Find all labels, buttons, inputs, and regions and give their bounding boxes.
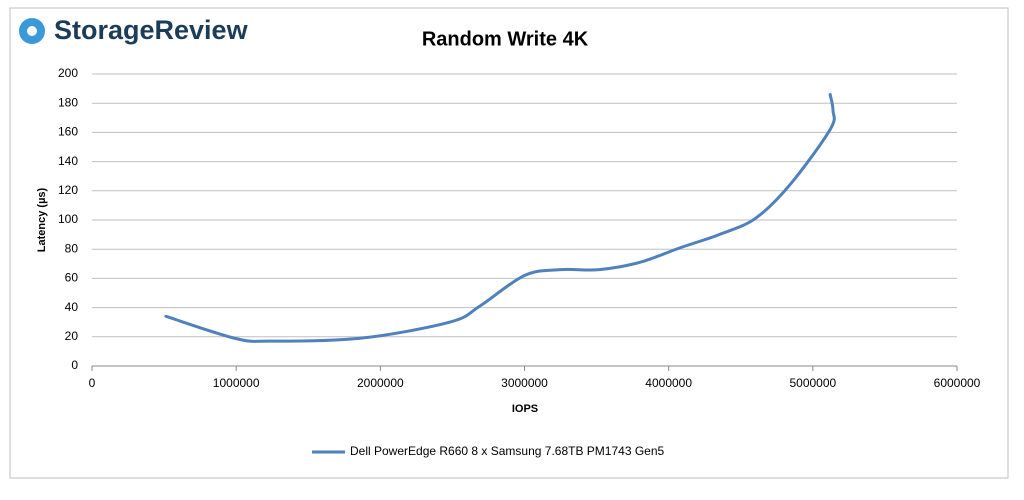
y-tick-label: 80	[65, 241, 79, 255]
y-tick-label: 60	[65, 271, 79, 285]
y-tick-label: 120	[58, 183, 78, 197]
series-line	[164, 92, 836, 343]
y-tick-label: 200	[58, 66, 78, 80]
chart-title: Random Write 4K	[422, 28, 589, 50]
x-tick-label: 0	[89, 376, 96, 390]
x-tick-label: 4000000	[645, 376, 692, 390]
y-tick-label: 40	[65, 300, 79, 314]
x-tick-label: 3000000	[501, 376, 548, 390]
x-tick-label: 5000000	[789, 376, 836, 390]
y-tick-label: 20	[65, 329, 79, 343]
x-tick-label: 6000000	[934, 376, 981, 390]
y-tick-label: 140	[58, 154, 78, 168]
y-tick-label: 0	[71, 358, 78, 372]
x-axis-label: IOPS	[512, 403, 538, 415]
y-axis-label: Latency (µs)	[36, 187, 48, 252]
x-tick-label: 1000000	[213, 376, 260, 390]
y-tick-label: 160	[58, 125, 78, 139]
y-tick-label: 180	[58, 95, 78, 109]
y-tick-label: 100	[58, 212, 78, 226]
logo-icon-hole	[27, 26, 37, 36]
x-tick-label: 2000000	[357, 376, 404, 390]
chart-border	[9, 7, 1009, 479]
logo-text: StorageReview	[54, 15, 249, 45]
legend-label: Dell PowerEdge R660 8 x Samsung 7.68TB P…	[350, 444, 665, 458]
